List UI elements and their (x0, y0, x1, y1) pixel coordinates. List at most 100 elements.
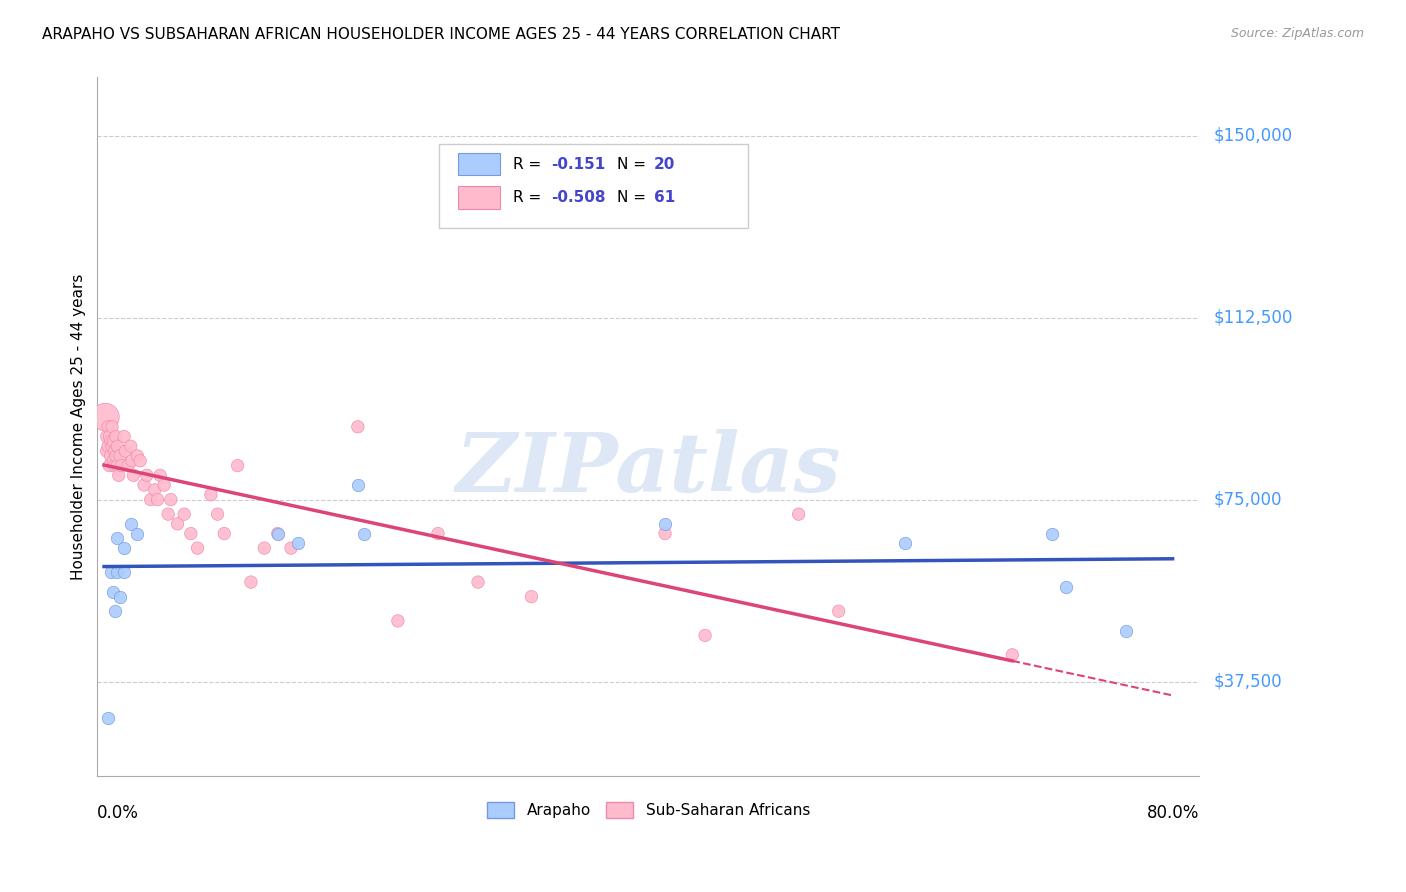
Point (104, 604, 127, 618)
Point (96, 444, 118, 458)
Point (467, 575, 489, 590)
Bar (458, 153, 499, 175)
Text: $112,500: $112,500 (1213, 309, 1292, 326)
Point (654, 526, 676, 541)
Point (97, 439, 120, 453)
Point (121, 454, 143, 468)
Text: ARAPAHO VS SUBSAHARAN AFRICAN HOUSEHOLDER INCOME AGES 25 - 44 YEARS CORRELATION : ARAPAHO VS SUBSAHARAN AFRICAN HOUSEHOLDE… (42, 27, 841, 42)
Point (346, 478, 368, 492)
Point (100, 566, 122, 580)
Point (166, 516, 188, 531)
Text: 0.0%: 0.0% (97, 804, 139, 822)
Point (212, 526, 235, 541)
Point (105, 566, 128, 580)
Point (132, 478, 155, 492)
Point (120, 439, 142, 453)
Point (1040, 526, 1063, 541)
Point (105, 532, 128, 546)
Point (827, 604, 849, 618)
Text: N =: N = (617, 157, 651, 171)
Point (520, 590, 543, 604)
Point (226, 458, 249, 473)
Point (173, 507, 195, 521)
Point (117, 458, 139, 473)
Point (100, 449, 122, 463)
Point (143, 483, 166, 497)
Point (153, 478, 176, 492)
Point (105, 429, 128, 443)
Point (105, 458, 128, 473)
Text: 61: 61 (654, 190, 675, 205)
Text: ZIPatlas: ZIPatlas (456, 429, 841, 508)
Point (1115, 624, 1137, 638)
Point (100, 434, 122, 449)
Point (186, 541, 208, 555)
Point (127, 526, 149, 541)
Text: $37,500: $37,500 (1213, 673, 1282, 690)
Point (426, 526, 449, 541)
Point (346, 419, 368, 434)
Point (112, 541, 135, 555)
Point (180, 526, 202, 541)
Point (1001, 648, 1024, 662)
Point (104, 444, 127, 458)
FancyBboxPatch shape (439, 144, 748, 227)
Point (108, 590, 131, 604)
Point (103, 454, 125, 468)
Point (97, 711, 120, 725)
Point (239, 575, 262, 590)
Point (96, 429, 118, 443)
Point (135, 468, 157, 483)
Point (98, 429, 121, 443)
Point (104, 458, 127, 473)
Text: R =: R = (513, 190, 546, 205)
Point (122, 468, 145, 483)
Text: R =: R = (513, 157, 546, 171)
Bar (458, 186, 499, 209)
Point (207, 507, 229, 521)
Point (253, 541, 276, 555)
Point (127, 449, 149, 463)
Point (693, 628, 716, 642)
Point (105, 449, 128, 463)
Point (120, 516, 142, 531)
Point (287, 536, 309, 550)
Text: N =: N = (617, 190, 651, 205)
Point (94, 410, 117, 425)
Point (266, 526, 288, 541)
Text: -0.508: -0.508 (551, 190, 606, 205)
Point (97, 419, 120, 434)
Point (112, 429, 135, 443)
Point (787, 507, 810, 521)
Point (654, 516, 676, 531)
Point (98, 458, 121, 473)
Point (159, 492, 181, 507)
Text: 80.0%: 80.0% (1147, 804, 1199, 822)
Y-axis label: Householder Income Ages 25 - 44 years: Householder Income Ages 25 - 44 years (72, 274, 86, 580)
Point (280, 541, 302, 555)
Point (103, 434, 125, 449)
Text: $150,000: $150,000 (1213, 127, 1292, 145)
Text: $75,000: $75,000 (1213, 491, 1282, 508)
Point (266, 526, 288, 541)
Text: Source: ZipAtlas.com: Source: ZipAtlas.com (1230, 27, 1364, 40)
Point (387, 614, 409, 628)
Point (157, 507, 180, 521)
Point (112, 566, 135, 580)
Point (129, 454, 152, 468)
Point (200, 488, 222, 502)
Point (139, 492, 162, 507)
Point (105, 439, 128, 453)
Point (108, 449, 131, 463)
Text: -0.151: -0.151 (551, 157, 606, 171)
Point (103, 584, 125, 599)
Point (1054, 580, 1077, 594)
Point (894, 536, 917, 550)
Point (114, 444, 136, 458)
Point (353, 526, 375, 541)
Point (107, 468, 129, 483)
Point (149, 468, 172, 483)
Point (146, 492, 169, 507)
Legend: Arapaho, Sub-Saharan Africans: Arapaho, Sub-Saharan Africans (481, 797, 815, 824)
Point (101, 419, 124, 434)
